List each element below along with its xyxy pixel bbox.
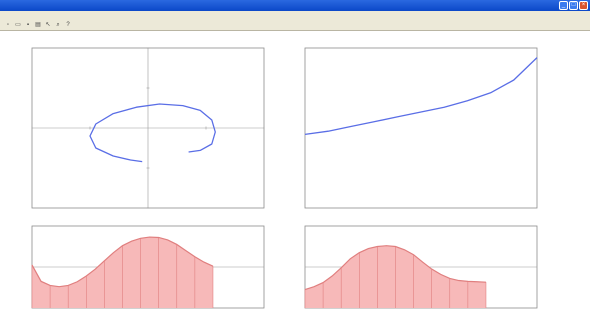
print-icon[interactable]: ▤	[35, 22, 41, 28]
chart-2	[304, 47, 538, 209]
area-curve	[31, 236, 214, 288]
plot-canvas	[0, 32, 590, 325]
minimize-icon[interactable]: _	[559, 1, 568, 10]
help-icon[interactable]: ?	[66, 22, 70, 28]
pointer-icon[interactable]: ↖	[45, 22, 51, 28]
zoom-icon[interactable]: ⌕	[56, 22, 60, 28]
chart-4	[304, 225, 538, 309]
open-icon[interactable]: ▭	[15, 22, 21, 28]
title-bar[interactable]: _ □ ×	[0, 0, 590, 11]
save-icon[interactable]: ▪	[26, 22, 30, 28]
maximize-icon[interactable]: □	[569, 1, 578, 10]
chart-3	[31, 225, 265, 309]
area-curve	[304, 245, 486, 291]
new-icon[interactable]: ▫	[6, 22, 10, 28]
toolbar: ▫ ▭ ▪ ▤ ↖ ⌕ ?	[0, 20, 590, 31]
plot-frame	[304, 47, 538, 209]
plots-svg	[31, 47, 538, 309]
menu-bar	[0, 11, 590, 20]
series-line	[304, 57, 538, 136]
window-controls: _ □ ×	[559, 1, 588, 10]
close-icon[interactable]: ×	[579, 1, 588, 10]
series-line	[89, 103, 216, 163]
chart-1	[31, 47, 265, 209]
